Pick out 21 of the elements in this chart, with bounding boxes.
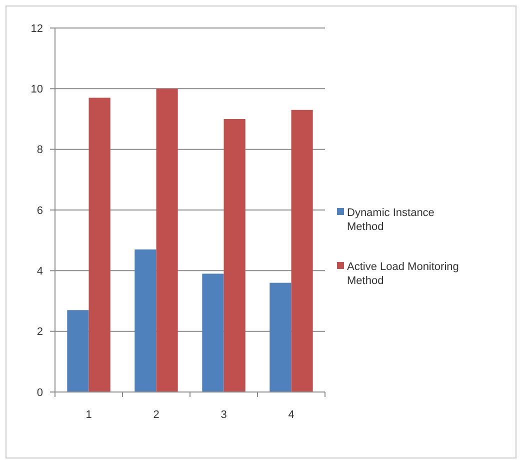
bar bbox=[156, 88, 178, 392]
y-tick-label: 8 bbox=[36, 144, 43, 156]
bar bbox=[291, 110, 313, 392]
legend-label: Dynamic Instance Method bbox=[347, 206, 434, 234]
bar bbox=[88, 98, 110, 392]
bar bbox=[134, 249, 156, 392]
y-tick-label: 2 bbox=[36, 326, 43, 338]
x-tick-label: 3 bbox=[220, 409, 227, 421]
bar bbox=[224, 119, 246, 392]
y-tick-label: 0 bbox=[36, 386, 43, 399]
x-tick-label: 2 bbox=[153, 409, 160, 421]
bar bbox=[67, 310, 89, 392]
y-tick-label: 4 bbox=[36, 266, 43, 278]
y-tick-label: 6 bbox=[36, 204, 43, 217]
x-tick-label: 1 bbox=[86, 409, 92, 421]
bar bbox=[270, 282, 292, 392]
bar bbox=[202, 274, 224, 392]
y-tick-label: 12 bbox=[30, 22, 43, 35]
legend-label: Active Load Monitoring Method bbox=[347, 260, 459, 288]
x-tick-label: 4 bbox=[288, 409, 294, 421]
y-tick-label: 10 bbox=[30, 84, 43, 96]
